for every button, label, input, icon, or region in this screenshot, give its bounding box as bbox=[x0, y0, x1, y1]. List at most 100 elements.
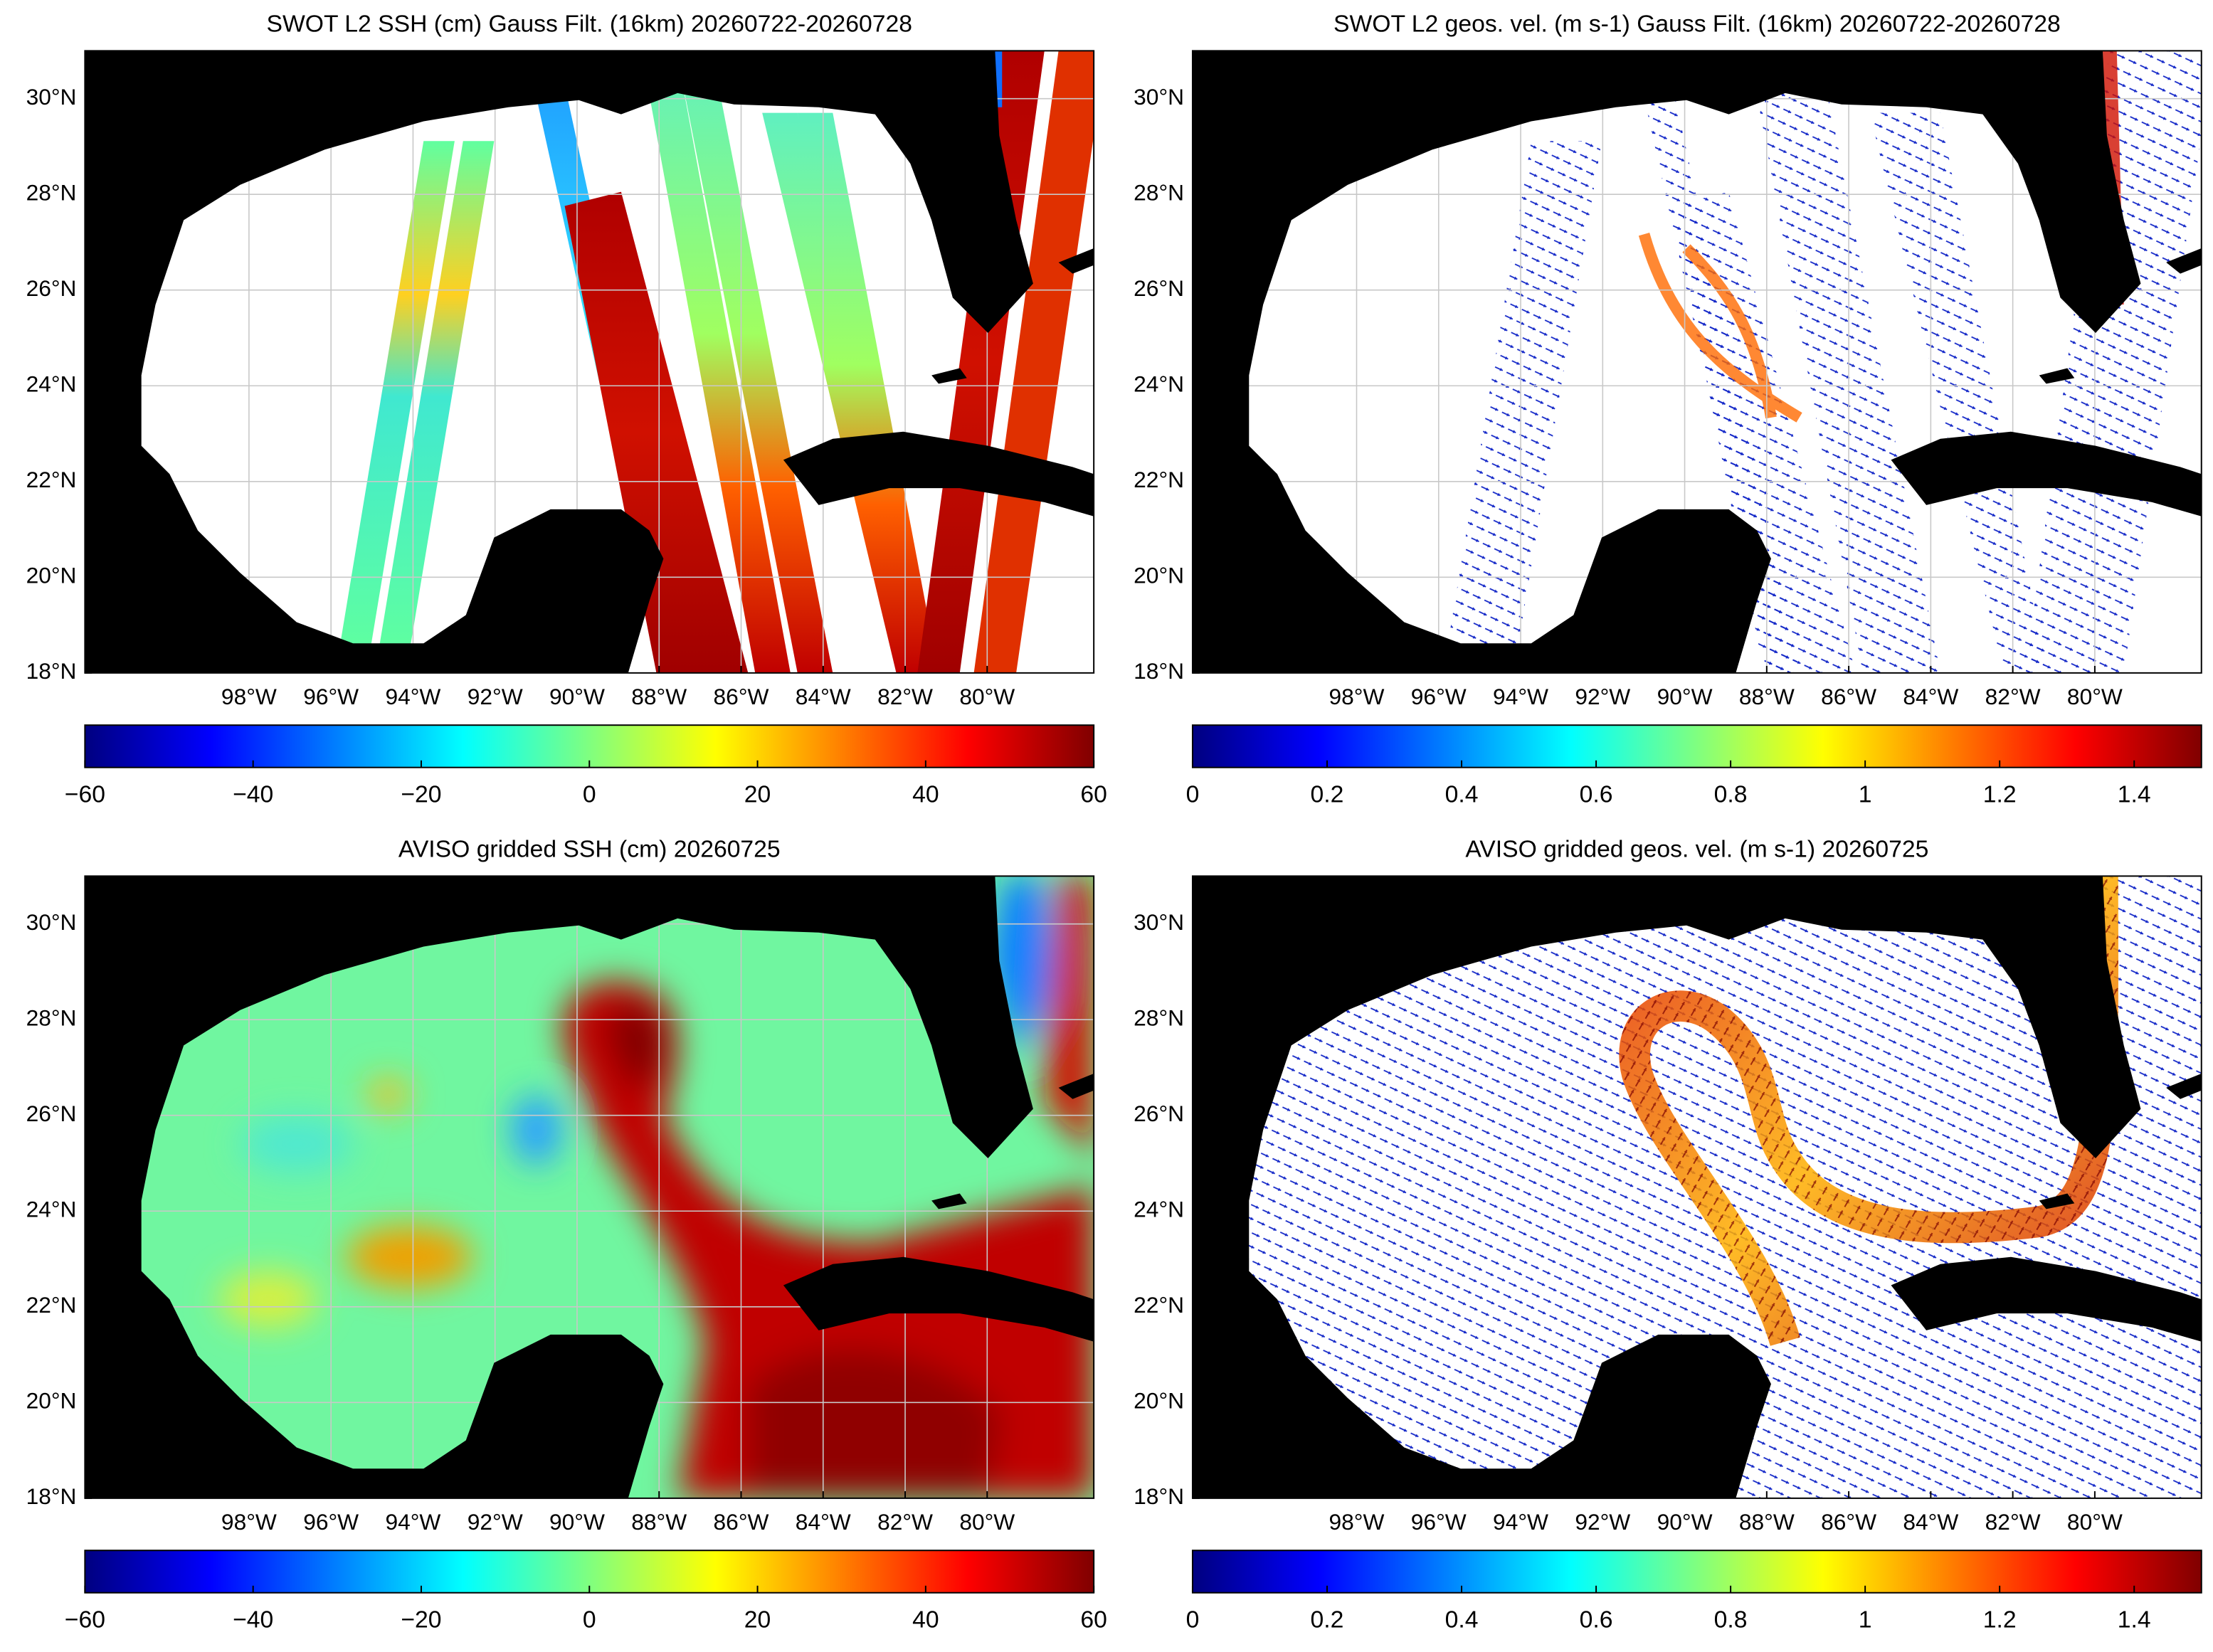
colorbar-tick-label: 1 bbox=[1859, 1606, 1872, 1633]
x-tick-label: 96°W bbox=[1411, 1509, 1467, 1535]
y-tick-label: 22°N bbox=[1134, 467, 1184, 492]
x-tick-label: 94°W bbox=[385, 684, 440, 709]
x-tick-label: 86°W bbox=[1821, 684, 1876, 709]
y-tick-label: 24°N bbox=[26, 371, 77, 397]
map-panel bbox=[1192, 876, 2202, 1498]
x-tick-label: 90°W bbox=[1657, 684, 1713, 709]
colorbar-tick-label: −40 bbox=[233, 1606, 273, 1633]
x-tick-label: 90°W bbox=[1657, 1509, 1713, 1535]
colorbar-tick-label: 0.4 bbox=[1445, 780, 1479, 808]
y-tick-label: 22°N bbox=[26, 467, 77, 492]
x-tick-label: 96°W bbox=[303, 684, 359, 709]
y-tick-label: 18°N bbox=[26, 658, 77, 684]
panel-title: SWOT L2 SSH (cm) Gauss Filt. (16km) 2026… bbox=[267, 11, 912, 38]
x-tick-label: 88°W bbox=[1739, 1509, 1795, 1535]
colorbar-tick-label: 40 bbox=[912, 780, 939, 808]
y-tick-label: 20°N bbox=[1134, 1388, 1184, 1414]
x-tick-label: 88°W bbox=[631, 1509, 687, 1535]
map-panel bbox=[85, 51, 1094, 673]
x-tick-label: 92°W bbox=[1575, 684, 1630, 709]
panel-title: AVISO gridded SSH (cm) 20260725 bbox=[398, 836, 781, 863]
colorbar-tick-label: 0 bbox=[1186, 1606, 1200, 1633]
y-tick-label: 30°N bbox=[26, 84, 77, 110]
x-tick-label: 94°W bbox=[1493, 1509, 1548, 1535]
x-tick-label: 94°W bbox=[1493, 684, 1548, 709]
y-tick-label: 26°N bbox=[1134, 275, 1184, 301]
x-tick-label: 94°W bbox=[385, 1509, 440, 1535]
y-tick-label: 26°N bbox=[1134, 1101, 1184, 1126]
colorbar-tick-label: 1.2 bbox=[1983, 780, 2017, 808]
colorbar-tick-label: 40 bbox=[912, 1606, 939, 1633]
x-tick-label: 84°W bbox=[796, 684, 851, 709]
y-tick-label: 28°N bbox=[1134, 1005, 1184, 1031]
y-tick-label: 22°N bbox=[1134, 1292, 1184, 1318]
colorbar-tick-label: 0.6 bbox=[1580, 1606, 1613, 1633]
colorbar-tick-label: −20 bbox=[401, 1606, 441, 1633]
x-tick-label: 90°W bbox=[549, 1509, 605, 1535]
panel-title: SWOT L2 geos. vel. (m s-1) Gauss Filt. (… bbox=[1333, 11, 2061, 38]
x-tick-label: 86°W bbox=[714, 1509, 769, 1535]
y-tick-label: 30°N bbox=[1134, 909, 1184, 935]
colorbar-tick-label: 0 bbox=[1186, 780, 1200, 808]
colorbar-tick-label: 1.2 bbox=[1983, 1606, 2017, 1633]
y-tick-label: 18°N bbox=[1134, 1483, 1184, 1509]
colorbar-tick-label: 1.4 bbox=[2118, 780, 2151, 808]
x-tick-label: 84°W bbox=[796, 1509, 851, 1535]
y-tick-label: 28°N bbox=[26, 180, 77, 206]
x-tick-label: 86°W bbox=[1821, 1509, 1876, 1535]
map-panel bbox=[1192, 51, 2202, 673]
colorbar-tick-label: 0.2 bbox=[1311, 780, 1344, 808]
x-tick-label: 88°W bbox=[1739, 684, 1795, 709]
x-tick-label: 92°W bbox=[468, 684, 523, 709]
y-tick-label: 20°N bbox=[26, 563, 77, 588]
x-tick-label: 98°W bbox=[1329, 684, 1385, 709]
colorbar bbox=[1191, 1550, 2202, 1594]
colorbar bbox=[1191, 724, 2202, 768]
colorbar-tick-label: 0.2 bbox=[1311, 1606, 1344, 1633]
y-tick-label: 28°N bbox=[1134, 180, 1184, 206]
y-tick-label: 24°N bbox=[1134, 371, 1184, 397]
y-tick-label: 26°N bbox=[26, 275, 77, 301]
colorbar-tick-label: −40 bbox=[233, 780, 273, 808]
map-frame bbox=[84, 50, 1095, 674]
colorbar-tick-label: 0.8 bbox=[1714, 1606, 1748, 1633]
y-tick-label: 30°N bbox=[26, 909, 77, 935]
colorbar-tick-label: −60 bbox=[65, 1606, 105, 1633]
y-tick-label: 26°N bbox=[26, 1101, 77, 1126]
x-tick-label: 82°W bbox=[877, 1509, 933, 1535]
colorbar-tick-label: 60 bbox=[1080, 1606, 1106, 1633]
x-tick-label: 96°W bbox=[1411, 684, 1467, 709]
panel-title: AVISO gridded geos. vel. (m s-1) 2026072… bbox=[1465, 836, 1928, 863]
y-tick-label: 30°N bbox=[1134, 84, 1184, 110]
colorbar-tick-label: 60 bbox=[1080, 780, 1106, 808]
colorbar-tick-label: 0 bbox=[583, 780, 596, 808]
colorbar-tick-label: 0.8 bbox=[1714, 780, 1748, 808]
x-tick-label: 82°W bbox=[1985, 1509, 2041, 1535]
x-tick-label: 90°W bbox=[549, 684, 605, 709]
colorbar-tick-label: 1 bbox=[1859, 780, 1872, 808]
x-tick-label: 82°W bbox=[1985, 684, 2041, 709]
x-tick-label: 80°W bbox=[2067, 1509, 2123, 1535]
colorbar-tick-label: 0.6 bbox=[1580, 780, 1613, 808]
map-panel bbox=[85, 876, 1094, 1498]
colorbar-tick-label: 20 bbox=[744, 1606, 771, 1633]
y-tick-label: 18°N bbox=[26, 1483, 77, 1509]
colorbar-tick-label: 1.4 bbox=[2118, 1606, 2151, 1633]
colorbar-tick-label: −20 bbox=[401, 780, 441, 808]
map-frame bbox=[84, 875, 1095, 1499]
y-tick-label: 24°N bbox=[1134, 1197, 1184, 1222]
x-tick-label: 86°W bbox=[714, 684, 769, 709]
x-tick-label: 88°W bbox=[631, 684, 687, 709]
colorbar-tick-label: 0.4 bbox=[1445, 1606, 1479, 1633]
x-tick-label: 80°W bbox=[959, 1509, 1015, 1535]
x-tick-label: 84°W bbox=[1903, 684, 1958, 709]
x-tick-label: 98°W bbox=[1329, 1509, 1385, 1535]
map-frame bbox=[1191, 50, 2202, 674]
x-tick-label: 92°W bbox=[1575, 1509, 1630, 1535]
x-tick-label: 84°W bbox=[1903, 1509, 1958, 1535]
y-tick-label: 24°N bbox=[26, 1197, 77, 1222]
x-tick-label: 98°W bbox=[221, 684, 277, 709]
y-tick-label: 20°N bbox=[26, 1388, 77, 1414]
colorbar-tick-label: 0 bbox=[583, 1606, 596, 1633]
